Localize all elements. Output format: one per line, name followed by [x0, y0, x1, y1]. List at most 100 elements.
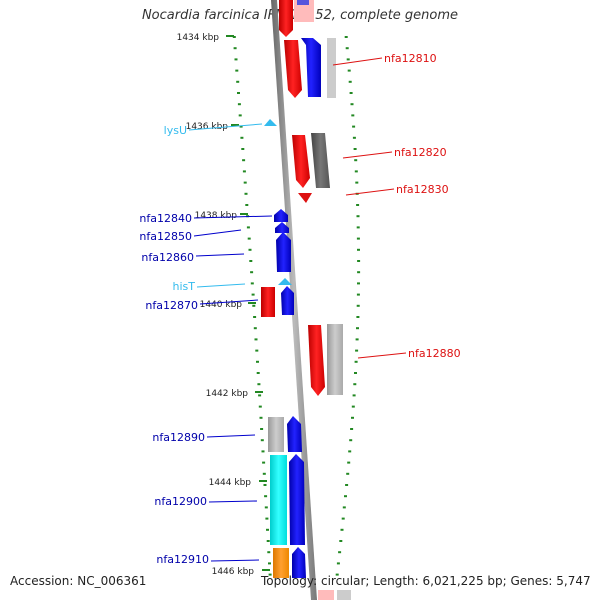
tick-dot	[258, 405, 262, 408]
tick-dot	[259, 416, 263, 419]
tick-dot	[239, 125, 243, 128]
gene-block-reverse[interactable]	[261, 287, 275, 317]
trna-hisT[interactable]	[278, 278, 292, 285]
gene-label-text: nfa12890	[152, 431, 205, 444]
gene-label-hisT[interactable]: hisT	[173, 280, 246, 293]
gene-label-nfa12840[interactable]: nfa12840	[139, 212, 273, 225]
tick-dot	[242, 159, 246, 162]
tick-dot	[355, 349, 359, 352]
tick-label: 1434 kbp	[177, 33, 220, 43]
gene-arrow-forward[interactable]	[289, 454, 305, 545]
tick-label: 1436 kbp	[186, 122, 229, 132]
gene-arrow-forward[interactable]	[287, 416, 302, 452]
tick-dot	[253, 316, 257, 318]
gene-label-text: hisT	[173, 280, 196, 293]
gene-arrow-forward[interactable]	[301, 38, 321, 97]
tick-dot	[265, 517, 269, 520]
tick-dot	[348, 80, 352, 83]
gene-label-text: nfa12840	[139, 212, 192, 225]
tick-dot	[252, 304, 256, 307]
tick-dot	[356, 226, 360, 229]
tick-label: 1440 kbp	[200, 300, 243, 310]
tick-dot	[248, 248, 252, 251]
gene-arrow-reverse[interactable]	[284, 40, 302, 98]
tick-dot	[243, 181, 247, 184]
tick-dot	[357, 248, 360, 251]
tick-dot	[336, 562, 340, 565]
tick-dot	[266, 540, 270, 542]
tick-dot	[346, 472, 350, 475]
gene-arrow-forward[interactable]	[276, 232, 291, 272]
tick-dot	[348, 450, 352, 453]
gene-arrow-forward[interactable]	[274, 209, 288, 222]
gene-block-gray	[327, 38, 336, 98]
tick-dot	[232, 36, 236, 38]
gene-block-forward[interactable]	[297, 0, 309, 5]
tick-dot	[357, 282, 360, 285]
tick-dot	[263, 484, 267, 486]
gene-label-nfa12850[interactable]: nfa12850	[139, 229, 242, 243]
gene-label-nfa12880[interactable]: nfa12880	[357, 347, 461, 360]
tick-dot	[233, 47, 237, 50]
gene-block-pink	[318, 590, 334, 600]
tick-dot	[350, 103, 354, 106]
gene-arrow-forward[interactable]	[275, 222, 289, 233]
tick-dot	[344, 495, 347, 498]
tick-dot	[347, 461, 351, 464]
tick-dot	[349, 439, 353, 442]
tick-dot	[244, 192, 248, 195]
tick-dot	[353, 148, 357, 150]
trna-lysU[interactable]	[264, 119, 277, 126]
gene-block-dark[interactable]	[311, 133, 330, 188]
gene-label-nfa12830[interactable]: nfa12830	[345, 183, 449, 196]
tick-label: 1446 kbp	[212, 567, 255, 577]
tick-dot	[354, 159, 358, 162]
tick-dot	[249, 260, 253, 262]
gene-arrow-forward[interactable]	[292, 547, 306, 578]
tick-dot	[350, 428, 354, 430]
tick-dot	[255, 349, 259, 352]
tick-dot	[246, 226, 250, 229]
gene-label-nfa12810[interactable]: nfa12810	[332, 52, 437, 66]
gene-label-nfa12890[interactable]: nfa12890	[152, 431, 256, 444]
tick-dot	[260, 428, 264, 430]
tick-dot	[356, 293, 360, 296]
tick-dot	[250, 271, 254, 274]
tick-dot	[345, 484, 349, 486]
tick-dot	[353, 383, 357, 386]
tick-dot	[264, 506, 268, 509]
scale-tick: 1436 kbp	[186, 122, 239, 132]
gene-arrow-forward[interactable]	[281, 286, 294, 315]
gene-block-gray[interactable]	[327, 324, 343, 395]
gene-arrow-reverse[interactable]	[292, 135, 310, 188]
gene-label-lysU[interactable]: lysU	[164, 123, 263, 137]
gene-label-nfa12900[interactable]: nfa12900	[154, 495, 258, 508]
tick-dot	[257, 383, 261, 386]
tick-dot	[267, 551, 271, 554]
gene-block-orange[interactable]	[273, 548, 289, 578]
tick-dot	[339, 540, 343, 542]
scale-tick: 1434 kbp	[177, 33, 234, 43]
tick-dot	[356, 215, 360, 218]
tick-dot	[240, 136, 244, 139]
tick-dot	[237, 103, 241, 106]
gene-label-nfa12870[interactable]: nfa12870	[145, 299, 259, 312]
gene-arrow-reverse[interactable]	[298, 193, 312, 203]
gene-label-nfa12910[interactable]: nfa12910	[156, 553, 260, 566]
tick-dot	[354, 360, 358, 363]
tick-dot	[237, 92, 240, 94]
tick-dot	[235, 69, 239, 72]
gene-label-nfa12820[interactable]: nfa12820	[342, 146, 447, 159]
gene-block-gray[interactable]	[268, 417, 284, 452]
tick-label: 1444 kbp	[209, 478, 252, 488]
gene-label-text: lysU	[164, 124, 187, 137]
tick-dot	[345, 47, 349, 50]
gene-arrow-reverse[interactable]	[308, 325, 325, 396]
tick-dot	[254, 338, 258, 341]
gene-block-cyan[interactable]	[270, 455, 287, 545]
gene-label-nfa12860[interactable]: nfa12860	[141, 251, 245, 264]
gene-label-text: nfa12910	[156, 553, 209, 566]
gene-arrow-reverse[interactable]	[279, 0, 293, 37]
tick-dot	[355, 338, 359, 341]
tick-dot	[261, 450, 265, 453]
